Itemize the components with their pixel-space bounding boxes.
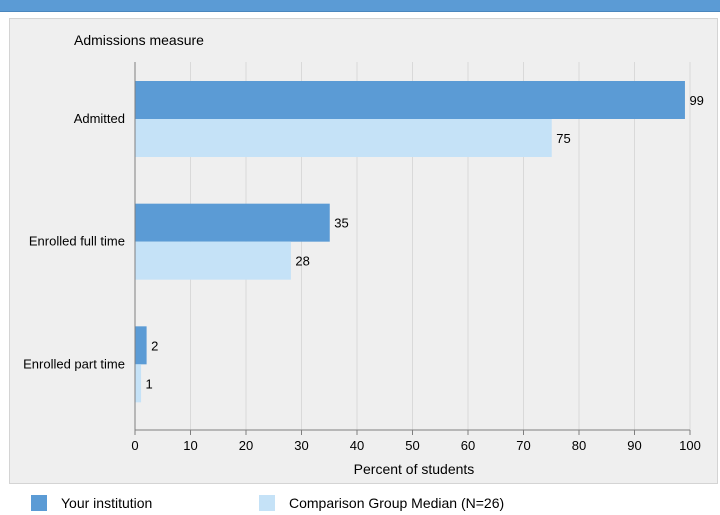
x-tick-label: 90 — [627, 438, 641, 453]
x-tick-label: 80 — [572, 438, 586, 453]
x-tick-label: 0 — [131, 438, 138, 453]
bars — [135, 81, 685, 403]
legend-item-comparison-group: Comparison Group Median (N=26) — [259, 491, 504, 515]
x-tick-label: 50 — [405, 438, 419, 453]
bar-value-label: 28 — [295, 254, 309, 269]
x-tick-label: 60 — [461, 438, 475, 453]
category-label: Enrolled full time — [29, 234, 125, 249]
x-axis-title: Percent of students — [354, 461, 475, 477]
bar — [135, 203, 330, 242]
x-tick-label: 30 — [294, 438, 308, 453]
x-tick-label: 70 — [516, 438, 530, 453]
bar — [135, 81, 685, 119]
x-tick-labels: 0 10 20 30 40 50 60 70 80 90 100 — [131, 430, 701, 453]
bar-value-label: 2 — [151, 338, 158, 353]
x-tick-label: 40 — [350, 438, 364, 453]
category-labels: Admitted Enrolled full time Enrolled part … — [23, 111, 125, 371]
bar — [135, 241, 291, 280]
x-tick-label: 10 — [183, 438, 197, 453]
legend: Your institution Comparison Group Median… — [0, 491, 720, 515]
category-label: Enrolled part time — [23, 356, 125, 371]
bar-value-label: 99 — [689, 93, 703, 108]
bar-value-label: 35 — [334, 216, 348, 231]
bar-value-label: 75 — [556, 131, 570, 146]
bar — [135, 119, 552, 157]
x-tick-label: 20 — [239, 438, 253, 453]
y-axis-title: Admissions measure — [74, 32, 204, 48]
legend-swatch-your-institution — [31, 495, 47, 511]
x-tick-label: 100 — [679, 438, 701, 453]
legend-label-your-institution: Your institution — [61, 495, 153, 511]
legend-swatch-comparison-group — [259, 495, 275, 511]
header-band — [0, 0, 720, 12]
legend-item-your-institution: Your institution — [31, 491, 152, 515]
legend-label-comparison-group: Comparison Group Median (N=26) — [289, 495, 505, 511]
category-label: Admitted — [74, 111, 125, 126]
bar — [135, 364, 142, 403]
bar-value-label: 1 — [146, 376, 153, 391]
bar — [135, 326, 147, 365]
